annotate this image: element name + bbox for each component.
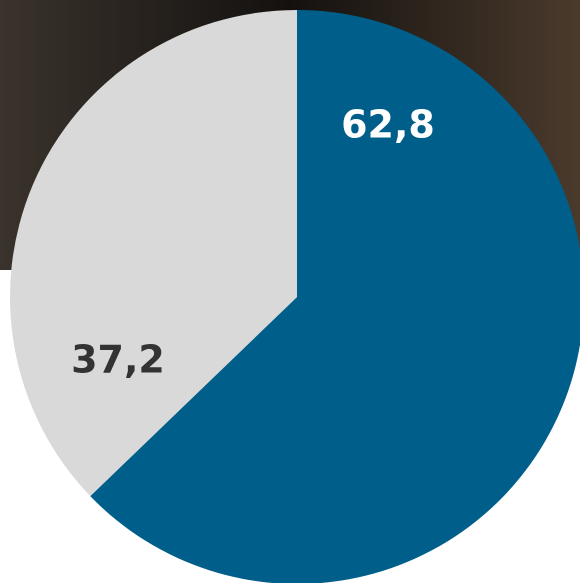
pie-slice <box>90 10 580 583</box>
pie-slice <box>10 10 298 497</box>
data-label: 62,8 <box>341 103 435 147</box>
pie: 62,8 37,2 <box>10 10 580 583</box>
data-label: 37,2 <box>71 338 165 382</box>
